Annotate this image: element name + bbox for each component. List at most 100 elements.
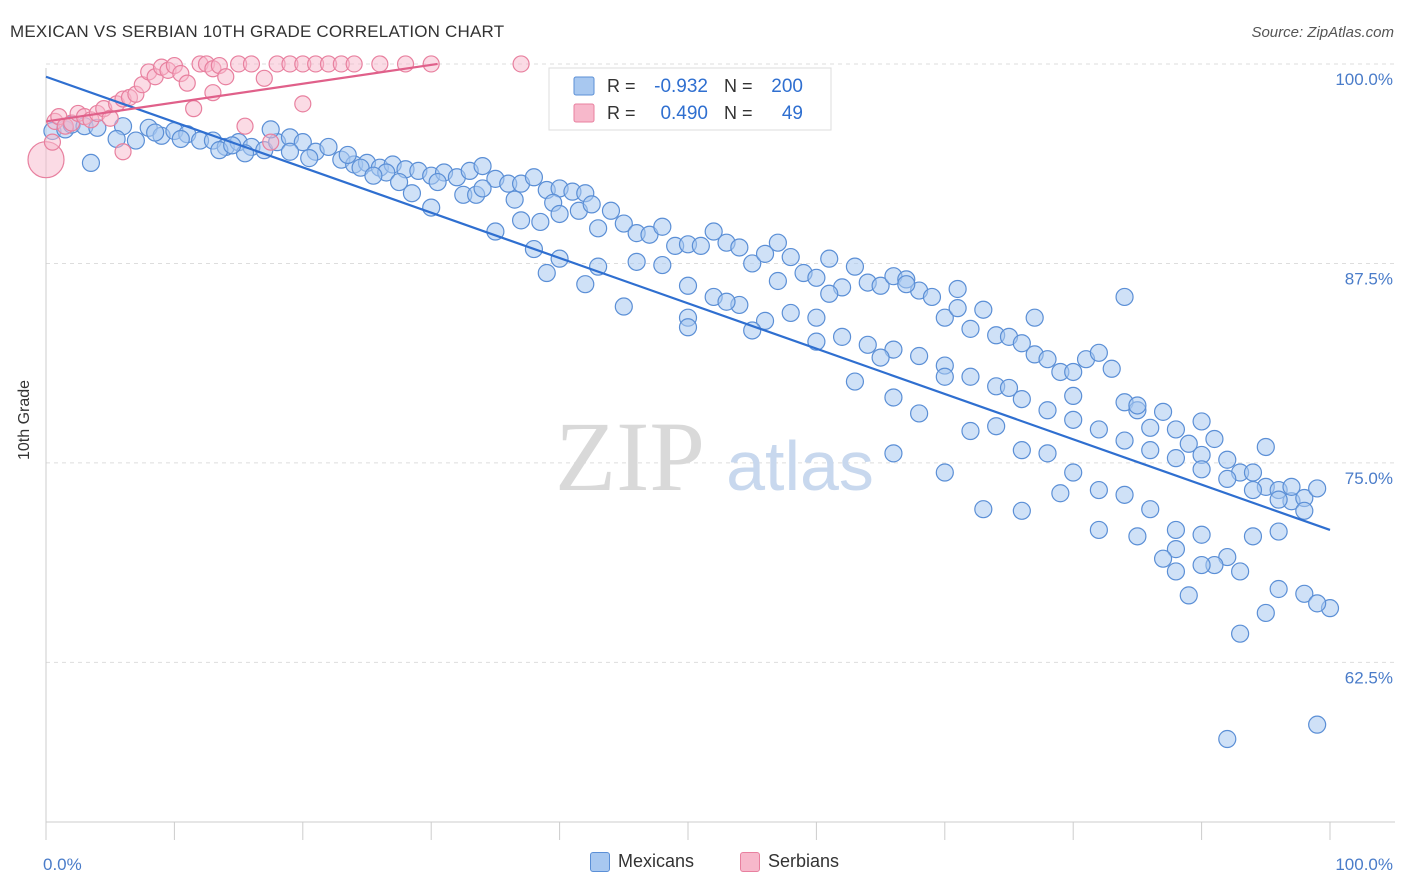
serbian-point-1 [43, 133, 62, 151]
mexicans-swatch [590, 851, 610, 872]
legend-r-value-1: -0.932 [654, 76, 708, 97]
mexican-point-86 [807, 268, 826, 287]
mexican-point-78 [704, 222, 723, 241]
mexican-point-175 [910, 404, 929, 423]
mexican-point-196 [1166, 562, 1186, 581]
mexican-point-173 [845, 372, 865, 391]
mexican-point-191 [974, 500, 993, 519]
trend-lines [45, 62, 1331, 531]
serbian-point-23 [178, 74, 196, 92]
legend-r-label-1: R = [607, 76, 636, 96]
mexican-point-208 [1218, 729, 1237, 749]
legend-r-label-2: R = [607, 103, 636, 123]
serbian-point-29 [217, 68, 235, 86]
mexican-point-180 [1064, 463, 1083, 482]
legend-item-serbians[interactable]: Serbians [740, 851, 839, 872]
mexican-point-69 [589, 219, 608, 238]
mexican-point-141 [858, 335, 877, 354]
mexican-point-104 [1038, 350, 1057, 369]
mexican-point-8 [126, 131, 145, 150]
mexican-point-181 [1089, 480, 1108, 500]
mexican-point-98 [961, 319, 980, 338]
mexican-point-200 [1295, 584, 1314, 603]
mexican-point-70 [601, 201, 621, 220]
mexican-point-162 [614, 297, 633, 316]
mexican-point-215 [948, 279, 967, 299]
y-tick-label-0: 100.0% [1335, 70, 1393, 89]
y-axis-label: 10th Grade [16, 379, 33, 460]
legend-n-label-1: N = [724, 76, 753, 96]
mexican-point-150 [1089, 420, 1108, 439]
mexican-point-117 [1205, 429, 1224, 449]
mexican-point-187 [1243, 527, 1263, 546]
mexican-point-138 [781, 303, 800, 323]
mexican-point-174 [884, 388, 903, 407]
mexican-point-61 [473, 179, 492, 198]
mexican-point-185 [1192, 525, 1211, 544]
mexican-point-152 [1141, 441, 1160, 460]
serbian-point-24 [185, 100, 203, 118]
mexican-point-217 [1115, 287, 1134, 307]
serbian-point-39 [345, 55, 363, 73]
mexican-point-15 [171, 129, 190, 149]
mexican-point-148 [1038, 401, 1057, 420]
mexican-point-212 [768, 271, 787, 291]
legend-r-value-2: 0.490 [660, 103, 708, 124]
mexican-point-184 [1166, 520, 1186, 540]
mexican-point-54 [280, 142, 300, 161]
axes [45, 68, 1395, 840]
mexican-point-84 [781, 247, 800, 267]
mexican-point-164 [807, 332, 826, 351]
mexican-point-77 [691, 236, 710, 255]
legend-swatch-mexicans [573, 76, 595, 96]
mexican-point-178 [1012, 441, 1031, 460]
mexican-point-132 [627, 252, 646, 271]
mexican-point-89 [845, 257, 865, 276]
y-tick-label-2: 75.0% [1345, 469, 1393, 488]
mexican-point-170 [1192, 412, 1211, 431]
mexican-point-206 [1153, 549, 1173, 568]
mexican-point-204 [1192, 555, 1211, 575]
mexican-point-158 [1295, 501, 1314, 520]
mexican-point-83 [768, 233, 787, 252]
mexican-point-115 [1179, 434, 1198, 453]
watermark-zip: ZIP [555, 401, 705, 512]
mexican-point-24 [293, 133, 312, 152]
mexican-point-106 [1064, 362, 1083, 382]
mexican-point-177 [987, 417, 1006, 436]
legend-item-mexicans[interactable]: Mexicans [590, 851, 694, 872]
mexican-point-182 [1115, 485, 1134, 504]
mexican-point-205 [1166, 540, 1186, 559]
mexican-point-97 [948, 299, 967, 318]
mexican-point-210 [678, 318, 698, 337]
mexican-point-118 [1218, 450, 1237, 469]
mexican-point-199 [1269, 579, 1288, 599]
serbian-point-48 [114, 143, 132, 161]
mexican-point-159 [576, 275, 595, 294]
serbian-point-32 [255, 69, 273, 87]
mexican-point-53 [300, 149, 319, 168]
serbian-point-11 [101, 109, 119, 127]
mexican-point-155 [1218, 469, 1237, 488]
chart-title: MEXICAN VS SERBIAN 10TH GRADE CORRELATIO… [10, 22, 505, 41]
mexican-point-216 [1025, 308, 1044, 327]
mexican-point-203 [1231, 624, 1250, 643]
mexican-point-207 [1179, 586, 1198, 605]
mexican-point-166 [935, 367, 954, 386]
mexican-point-214 [897, 275, 916, 294]
mexican-point-194 [1089, 520, 1108, 540]
mexican-point-195 [1128, 527, 1147, 546]
mexican-point-102 [1012, 334, 1031, 353]
mexican-point-153 [1166, 449, 1186, 468]
mexican-point-151 [1115, 431, 1134, 450]
mexican-point-190 [935, 463, 954, 482]
serbian-point-47 [294, 95, 312, 113]
mexican-point-202 [1256, 603, 1275, 623]
mexican-point-171 [1256, 437, 1275, 457]
mexican-point-198 [1231, 562, 1250, 581]
series-mexicans [43, 115, 1340, 749]
y-tick-label-1: 87.5% [1345, 269, 1393, 288]
mexican-point-179 [1038, 444, 1057, 463]
watermark: ZIP atlas [555, 401, 874, 512]
mexican-point-64 [531, 212, 550, 232]
